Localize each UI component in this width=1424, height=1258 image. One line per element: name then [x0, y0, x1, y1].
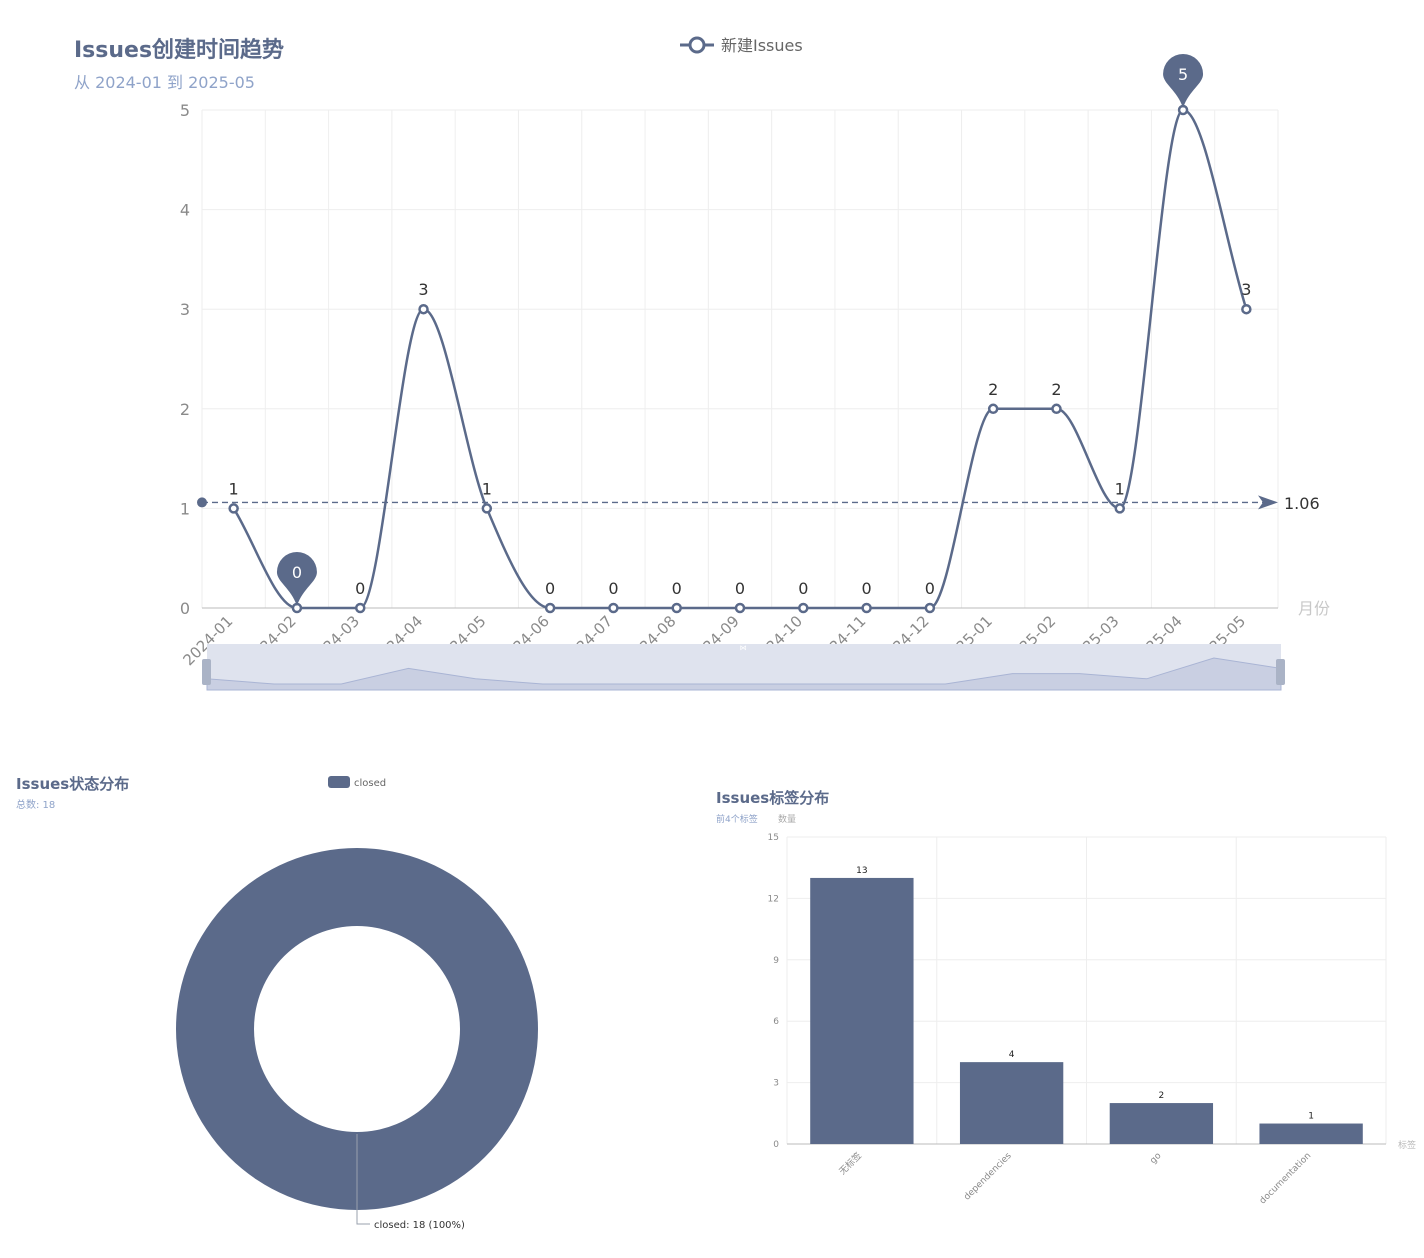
trend-data-label: 1	[482, 479, 492, 498]
bar[interactable]	[959, 1062, 1064, 1144]
trend-data-point[interactable]	[1241, 303, 1252, 315]
bar-y-tick-label: 9	[773, 956, 779, 966]
trend-y-tick-label: 3	[180, 300, 190, 319]
trend-data-label: 0	[925, 579, 935, 598]
trend-chart-subtitle: 从 2024-01 到 2025-05	[74, 73, 255, 92]
trend-data-label: 0	[672, 579, 682, 598]
trend-y-tick-label: 1	[180, 499, 190, 518]
status-chart-subtitle: 总数: 18	[16, 798, 55, 811]
bar-data-label: 4	[1009, 1050, 1015, 1060]
bar-y-tick-label: 3	[773, 1079, 779, 1089]
trend-data-point[interactable]	[228, 503, 239, 514]
trend-data-label: 0	[608, 579, 618, 598]
status-donut	[176, 848, 538, 1210]
average-markline-arrow-icon	[1258, 495, 1278, 510]
bar-y-axis-name: 数量	[778, 813, 796, 825]
trend-data-label: 0	[798, 579, 808, 598]
trend-data-point[interactable]	[734, 602, 746, 614]
trend-data-point[interactable]	[418, 303, 429, 315]
trend-data-label: 1	[229, 479, 239, 498]
bar-x-tick-label: go	[1148, 1151, 1163, 1166]
trend-y-tick-label: 0	[180, 599, 190, 618]
bar-x-tick-label: dependencies	[962, 1151, 1014, 1203]
bar-y-tick-label: 6	[773, 1017, 779, 1027]
labels-chart: Issues标签分布 前4个标签 数量 标签 0 3 6 9 12 15 13 4 2 1 无标…	[716, 789, 1416, 1206]
pie-slice-label: closed: 18 (100%)	[374, 1220, 465, 1231]
trend-data-point[interactable]	[481, 503, 493, 514]
trend-data-point[interactable]	[1051, 403, 1062, 415]
data-zoom-slider[interactable]: ⋈	[202, 644, 1285, 691]
status-legend[interactable]: closed	[328, 776, 386, 789]
bar-x-axis-name: 标签	[1398, 1139, 1416, 1151]
status-chart: Issues状态分布 总数: 18 closed closed: 18 (100…	[16, 775, 538, 1231]
trend-data-point[interactable]	[987, 403, 999, 415]
markpoint-max-pin-icon	[1163, 54, 1204, 108]
bar-y-axis: 0 3 6 9 12 15	[768, 833, 780, 1150]
trend-y-tick-label: 4	[180, 201, 190, 220]
bar[interactable]	[810, 877, 914, 1144]
trend-y-tick-label: 2	[180, 400, 190, 419]
bar-y-tick-label: 0	[773, 1140, 779, 1150]
trend-legend-marker-icon	[688, 36, 706, 54]
markpoint-max-label: 5	[1178, 65, 1188, 84]
average-markline-label: 1.06	[1284, 494, 1320, 513]
data-zoom-left-handle-icon[interactable]	[202, 659, 211, 685]
labels-chart-subtitle: 前4个标签	[716, 813, 758, 825]
trend-grid	[201, 109, 1279, 609]
status-chart-title: Issues状态分布	[16, 775, 129, 793]
status-legend-label: closed	[354, 778, 386, 789]
bar-series: 13 4 2 1	[810, 866, 1363, 1144]
trend-data-point[interactable]	[608, 602, 619, 614]
data-zoom-move-handle-icon[interactable]: ⋈	[740, 644, 747, 652]
trend-data-label: 0	[861, 579, 871, 598]
trend-data-point[interactable]	[798, 602, 809, 614]
trend-chart: Issues创建时间趋势 从 2024-01 到 2025-05 新建Issue…	[74, 36, 1330, 691]
trend-y-axis: 0 1 2 3 4 5	[180, 101, 190, 618]
trend-data-label: 3	[418, 280, 428, 299]
bar-x-tick-label: documentation	[1258, 1151, 1313, 1206]
trend-data-point[interactable]	[861, 602, 872, 614]
trend-legend[interactable]: 新建Issues	[680, 36, 803, 55]
trend-data-label: 0	[735, 579, 745, 598]
trend-data-point[interactable]	[1114, 503, 1126, 514]
bar-x-tick-label: 无标签	[836, 1150, 864, 1178]
pie-label-leader-line	[356, 1134, 370, 1225]
trend-legend-label: 新建Issues	[721, 36, 803, 55]
bar-data-label: 1	[1308, 1112, 1314, 1122]
trend-data-point[interactable]	[671, 602, 682, 614]
trend-data-label: 3	[1241, 280, 1251, 299]
trend-data-point[interactable]	[544, 602, 556, 614]
trend-data-label: 0	[355, 579, 365, 598]
trend-markpoints: 50	[276, 54, 1204, 606]
trend-y-tick-label: 5	[180, 101, 190, 120]
trend-series-line	[232, 108, 1248, 610]
trend-data-label: 2	[988, 380, 998, 399]
labels-chart-title: Issues标签分布	[716, 789, 829, 807]
status-legend-swatch-icon	[328, 776, 350, 788]
trend-series-points: 1 0 3 1 0 0 0 0 0 0 0 2 2 1 3	[228, 104, 1252, 614]
trend-chart-title: Issues创建时间趋势	[74, 37, 284, 63]
donut-slice-closed[interactable]	[176, 848, 538, 1210]
trend-data-label: 2	[1051, 380, 1061, 399]
markpoint-min-label: 0	[292, 563, 302, 582]
trend-data-point[interactable]	[354, 602, 366, 614]
trend-data-point[interactable]	[924, 602, 936, 614]
trend-x-axis-name: 月份	[1298, 599, 1330, 618]
data-zoom-right-handle-icon[interactable]	[1276, 659, 1285, 685]
bar-y-tick-label: 12	[768, 894, 779, 904]
trend-data-label: 0	[545, 579, 555, 598]
bar-x-axis: 无标签 dependencies go documentation	[836, 1150, 1313, 1207]
markpoint-min-pin-icon	[276, 552, 317, 606]
trend-data-label: 1	[1115, 479, 1125, 498]
bar[interactable]	[1109, 1103, 1214, 1144]
average-markline: 1.06	[197, 494, 1320, 513]
bar-data-label: 13	[856, 866, 867, 876]
bar-y-tick-label: 15	[768, 833, 779, 843]
bar-data-label: 2	[1159, 1091, 1165, 1101]
data-zoom-preview-area	[206, 657, 1282, 691]
bar[interactable]	[1259, 1123, 1363, 1144]
